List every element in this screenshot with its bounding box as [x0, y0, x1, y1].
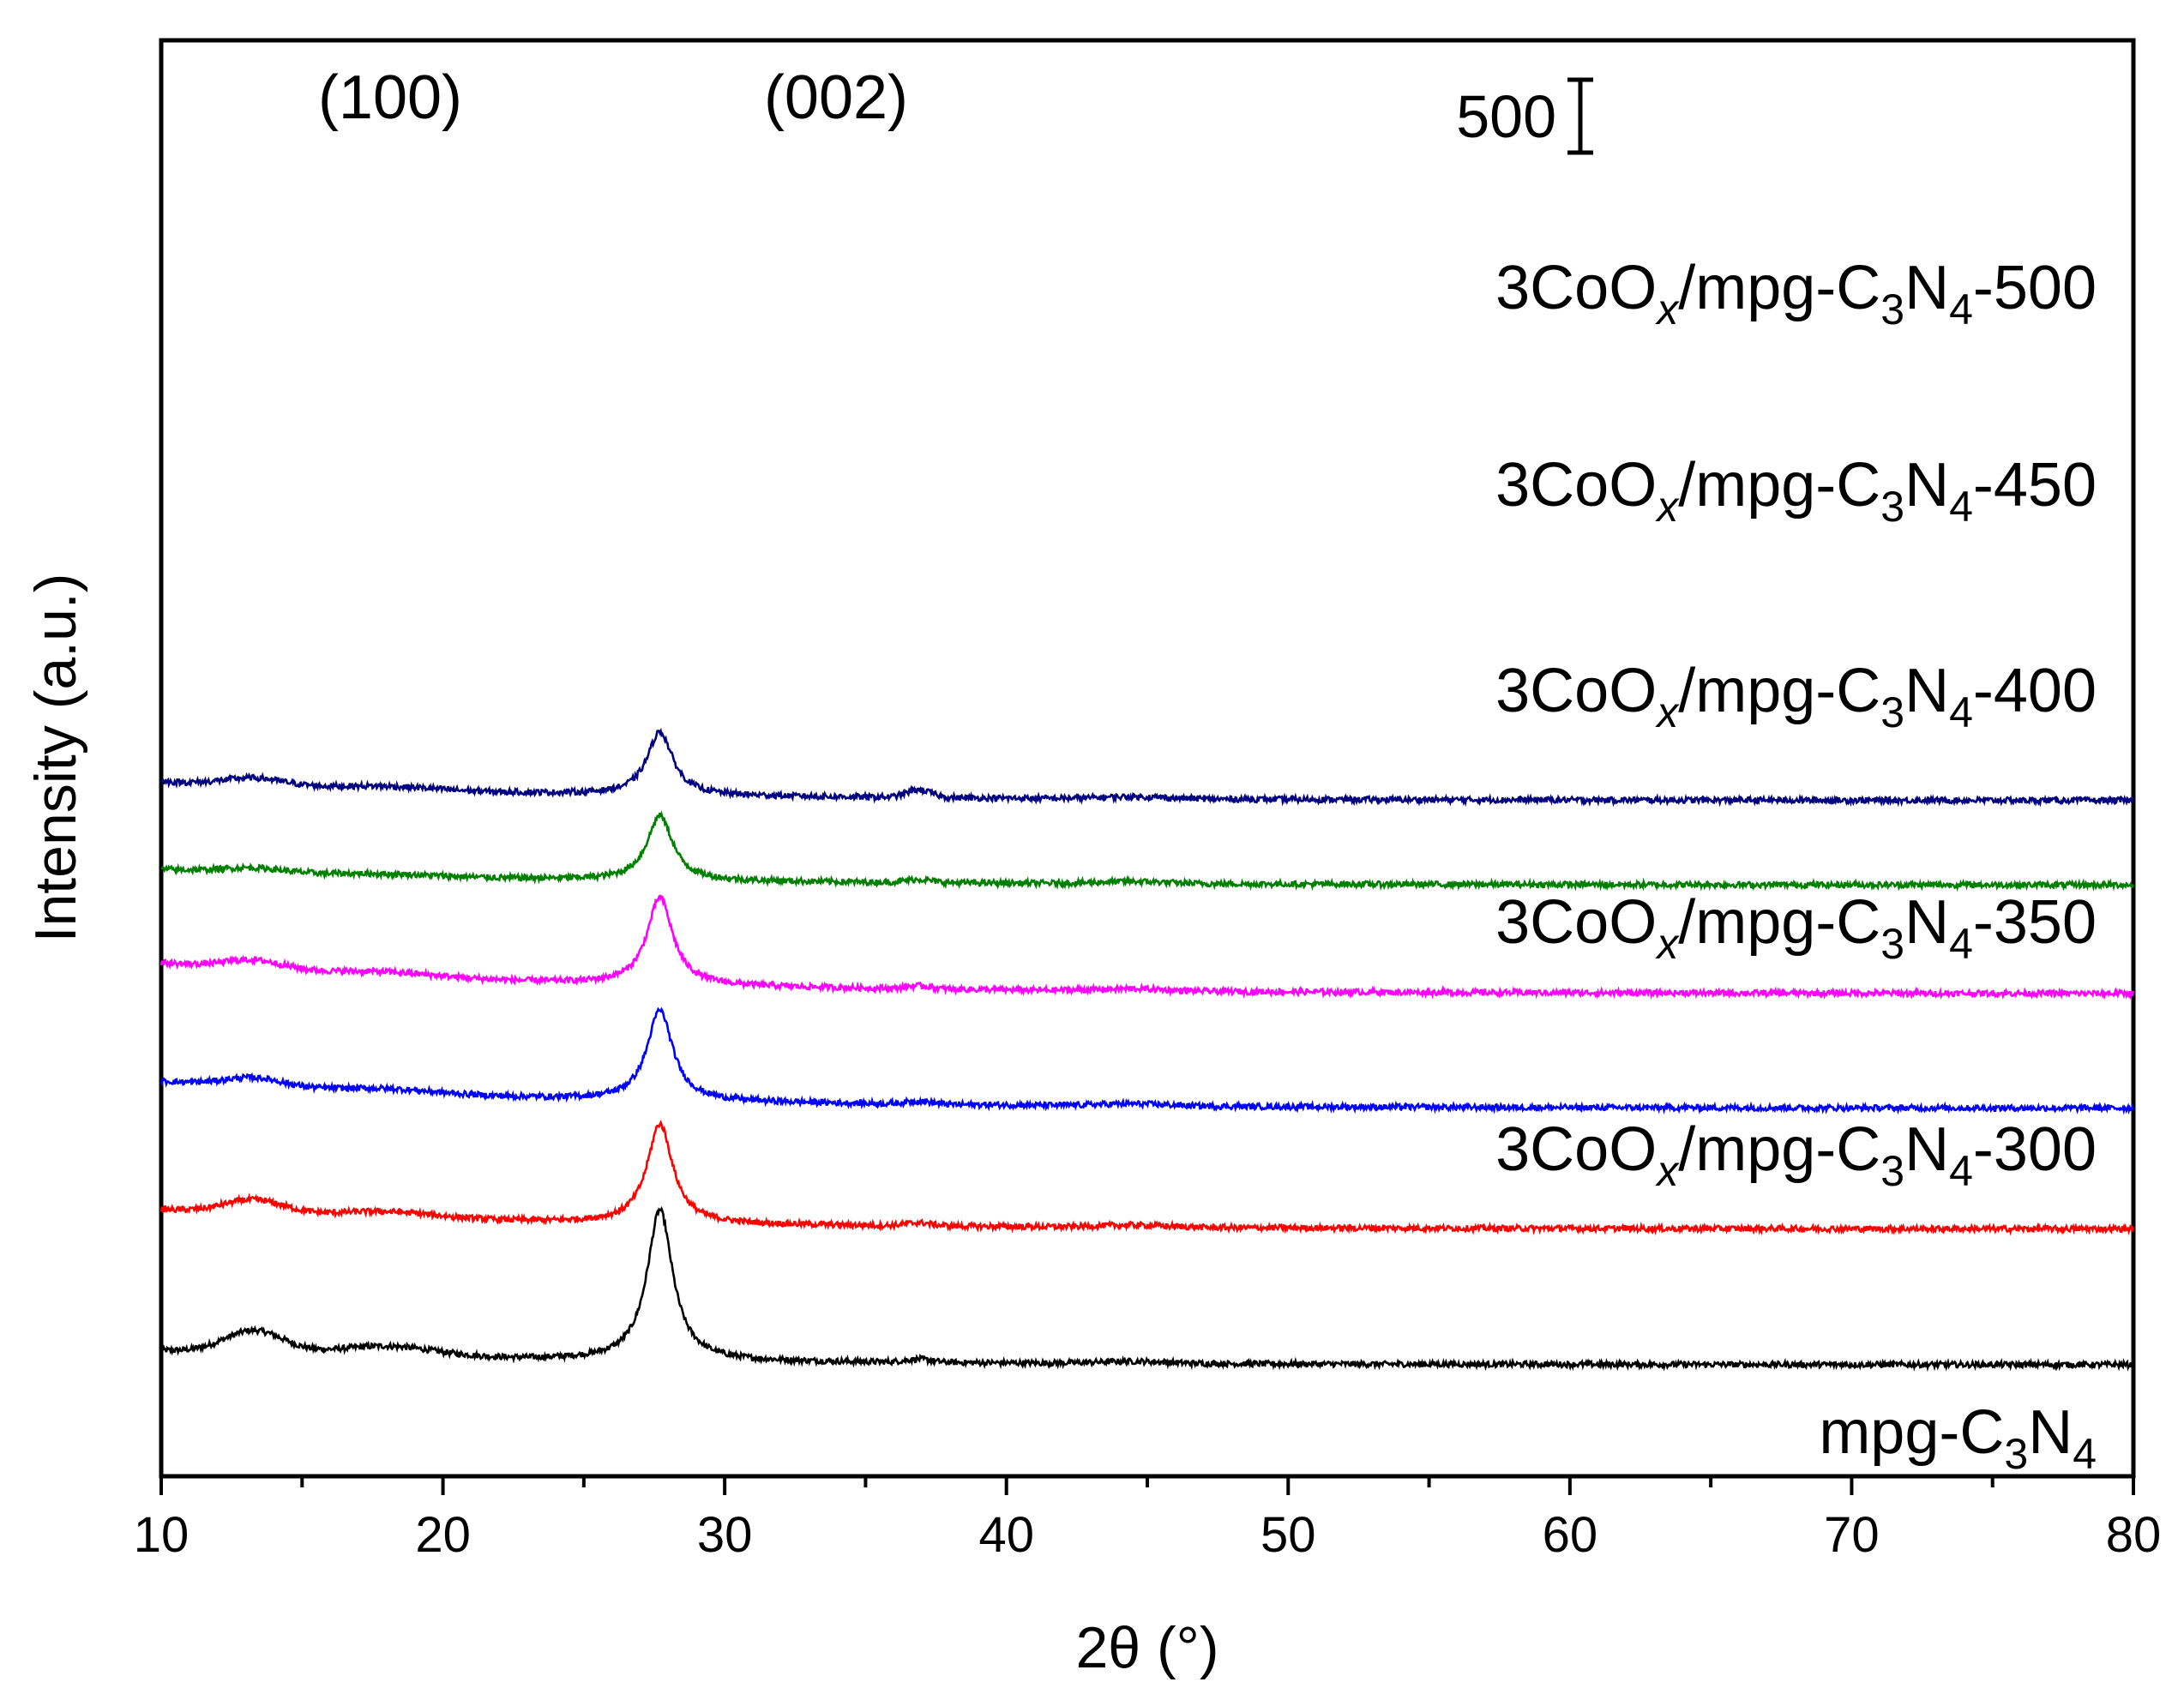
series-line-2: [159, 1006, 2134, 1115]
peak-label-100: (100): [318, 63, 462, 132]
x-tick-label-20: 20: [415, 1507, 471, 1563]
x-tick-label-30: 30: [697, 1507, 753, 1563]
x-tick-label-50: 50: [1260, 1507, 1316, 1563]
series-line-3: [159, 893, 2134, 1000]
series-curves: [159, 727, 2134, 1373]
scale-bar: 500: [1456, 77, 1593, 155]
x-tick-label-80: 80: [2106, 1507, 2162, 1563]
series-label-2: 3CoOx/mpg-C3N4-350: [1495, 888, 2097, 968]
x-tick-label-70: 70: [1824, 1507, 1880, 1563]
x-tick-label-40: 40: [978, 1507, 1034, 1563]
series-line-4: [160, 810, 2134, 892]
series-label-5: 3CoOx/mpg-C3N4-500: [1495, 254, 2097, 333]
series-line-5: [160, 727, 2134, 808]
peak-label-002: (002): [764, 63, 908, 132]
series-line-0: [159, 1205, 2134, 1373]
series-labels: mpg-C3N4 3CoOx/mpg-C3N4-300 3CoOx/mpg-C3N4…: [1495, 254, 2097, 1478]
scale-bar-label: 500: [1456, 83, 1556, 150]
series-label-0: mpg-C3N4: [1819, 1398, 2097, 1478]
series-label-3: 3CoOx/mpg-C3N4-400: [1495, 657, 2097, 736]
series-line-1: [159, 1120, 2134, 1236]
x-axis-title: 2θ (°): [1075, 1615, 1218, 1680]
x-tick-label-60: 60: [1543, 1507, 1598, 1563]
x-axis-ticks: 10 20 30 40 50 60 70 80: [134, 1476, 2162, 1563]
series-label-1: 3CoOx/mpg-C3N4-300: [1495, 1115, 2097, 1195]
y-axis-title: Intensity (a.u.): [23, 574, 88, 943]
series-label-4: 3CoOx/mpg-C3N4-450: [1495, 451, 2097, 531]
x-tick-label-10: 10: [134, 1507, 190, 1563]
